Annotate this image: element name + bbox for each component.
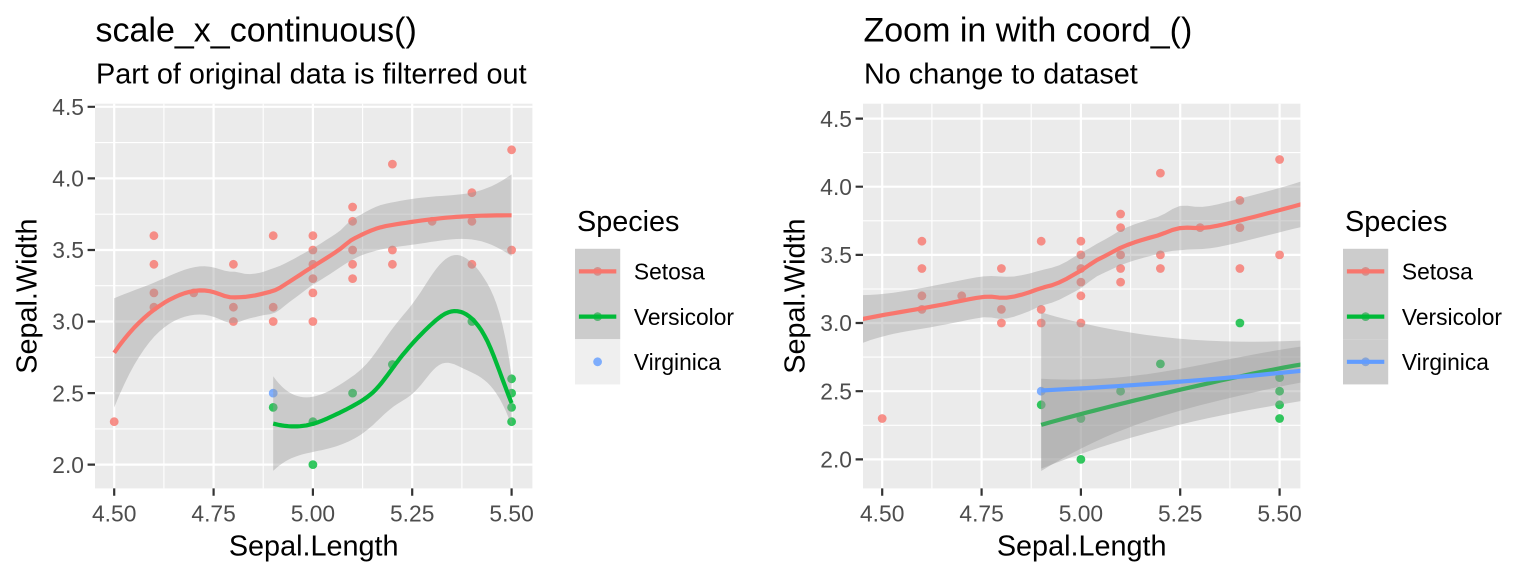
svg-text:5.50: 5.50 [489, 501, 533, 527]
svg-text:4.50: 4.50 [860, 501, 904, 527]
svg-text:Sepal.Width: Sepal.Width [780, 218, 812, 373]
svg-text:Zoom in with coord_(): Zoom in with coord_() [864, 12, 1193, 50]
svg-text:scale_x_continuous(): scale_x_continuous() [96, 12, 417, 50]
svg-text:4.5: 4.5 [52, 94, 84, 120]
svg-text:Part of original data is filte: Part of original data is filterred out [96, 59, 527, 91]
svg-text:2.5: 2.5 [52, 380, 84, 406]
svg-text:Species: Species [1345, 206, 1447, 238]
svg-text:3.0: 3.0 [820, 310, 852, 336]
svg-text:2.0: 2.0 [820, 447, 852, 473]
svg-text:3.5: 3.5 [820, 242, 852, 268]
svg-text:Versicolor: Versicolor [1402, 304, 1503, 330]
svg-text:4.5: 4.5 [820, 106, 852, 132]
svg-text:Sepal.Length: Sepal.Length [997, 531, 1167, 563]
svg-text:3.5: 3.5 [52, 237, 84, 263]
svg-text:4.0: 4.0 [52, 166, 84, 192]
svg-text:3.0: 3.0 [52, 309, 84, 335]
svg-text:4.50: 4.50 [92, 501, 136, 527]
svg-text:No change to dataset: No change to dataset [864, 59, 1138, 91]
svg-text:Setosa: Setosa [1402, 259, 1473, 285]
svg-text:2.0: 2.0 [52, 452, 84, 478]
svg-text:Species: Species [577, 206, 679, 238]
svg-text:Setosa: Setosa [634, 259, 705, 285]
svg-text:4.75: 4.75 [959, 501, 1003, 527]
svg-text:Sepal.Width: Sepal.Width [12, 218, 44, 373]
svg-text:Versicolor: Versicolor [634, 304, 735, 330]
svg-text:Sepal.Length: Sepal.Length [229, 531, 399, 563]
svg-text:5.00: 5.00 [291, 501, 335, 527]
svg-text:5.00: 5.00 [1059, 501, 1103, 527]
svg-text:5.25: 5.25 [390, 501, 434, 527]
svg-text:2.5: 2.5 [820, 378, 852, 404]
svg-text:4.0: 4.0 [820, 174, 852, 200]
svg-text:5.25: 5.25 [1158, 501, 1202, 527]
svg-text:Virginica: Virginica [634, 349, 721, 375]
svg-text:4.75: 4.75 [191, 501, 235, 527]
svg-text:Virginica: Virginica [1402, 349, 1489, 375]
svg-text:5.50: 5.50 [1257, 501, 1301, 527]
